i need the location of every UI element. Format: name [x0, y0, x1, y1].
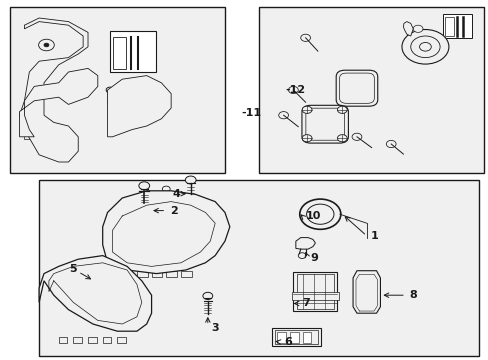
Bar — [442, 14, 471, 38]
Bar — [291, 292, 338, 300]
FancyBboxPatch shape — [302, 105, 347, 143]
Bar — [54, 132, 61, 139]
Circle shape — [302, 135, 311, 142]
Circle shape — [299, 199, 340, 229]
FancyBboxPatch shape — [339, 73, 374, 103]
Bar — [117, 337, 126, 343]
Circle shape — [401, 30, 448, 64]
Bar — [289, 332, 298, 343]
Bar — [44, 132, 51, 139]
Polygon shape — [20, 18, 88, 162]
Circle shape — [337, 135, 346, 142]
Bar — [166, 271, 177, 277]
Bar — [24, 132, 32, 139]
Polygon shape — [20, 68, 98, 137]
Bar — [110, 31, 156, 72]
Bar — [272, 328, 321, 346]
Bar — [296, 274, 333, 309]
Text: 6: 6 — [284, 337, 292, 347]
Circle shape — [337, 106, 346, 113]
Text: 5: 5 — [69, 264, 77, 274]
Text: -11: -11 — [241, 108, 261, 118]
Bar — [39, 180, 478, 356]
FancyBboxPatch shape — [305, 108, 344, 140]
Bar — [137, 271, 147, 277]
Text: 2: 2 — [170, 206, 178, 216]
Bar — [34, 132, 41, 139]
Circle shape — [306, 204, 333, 224]
Circle shape — [44, 43, 49, 47]
Polygon shape — [403, 22, 412, 36]
Bar — [444, 17, 453, 36]
Bar — [259, 7, 483, 173]
Text: 9: 9 — [309, 253, 317, 264]
Bar — [277, 332, 285, 343]
Bar — [113, 37, 125, 69]
Bar — [151, 271, 162, 277]
Circle shape — [300, 34, 310, 41]
Bar — [73, 337, 82, 343]
Bar — [88, 337, 97, 343]
Circle shape — [298, 253, 305, 258]
Polygon shape — [39, 256, 151, 331]
Bar — [366, 280, 372, 302]
Bar — [357, 280, 364, 302]
Circle shape — [419, 42, 430, 51]
Bar — [275, 330, 318, 344]
Polygon shape — [102, 191, 229, 274]
Circle shape — [162, 186, 170, 192]
Bar — [293, 272, 337, 311]
Circle shape — [412, 25, 422, 32]
Bar — [10, 7, 224, 173]
Polygon shape — [107, 76, 171, 137]
Text: 10: 10 — [305, 211, 321, 221]
Bar — [102, 337, 111, 343]
Circle shape — [185, 176, 196, 184]
Text: 3: 3 — [211, 323, 219, 333]
Circle shape — [203, 292, 212, 300]
FancyBboxPatch shape — [336, 70, 377, 106]
Polygon shape — [295, 238, 315, 249]
Text: 8: 8 — [409, 290, 417, 300]
Circle shape — [288, 86, 298, 94]
Bar — [59, 337, 67, 343]
Bar — [115, 113, 134, 122]
Circle shape — [106, 87, 114, 93]
Circle shape — [139, 182, 149, 190]
Bar — [181, 271, 191, 277]
Text: 7: 7 — [302, 298, 309, 309]
Text: 4: 4 — [172, 189, 180, 199]
Circle shape — [302, 106, 311, 113]
Circle shape — [351, 133, 361, 140]
Bar — [302, 332, 311, 343]
Text: -12: -12 — [285, 85, 305, 95]
Circle shape — [386, 140, 395, 148]
Circle shape — [278, 112, 288, 119]
Polygon shape — [352, 271, 380, 313]
Circle shape — [410, 36, 439, 58]
Text: 1: 1 — [370, 231, 378, 241]
